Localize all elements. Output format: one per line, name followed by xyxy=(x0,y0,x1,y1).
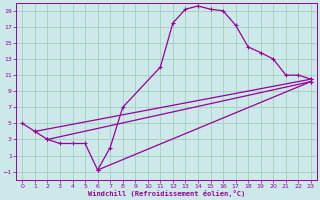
X-axis label: Windchill (Refroidissement éolien,°C): Windchill (Refroidissement éolien,°C) xyxy=(88,190,245,197)
